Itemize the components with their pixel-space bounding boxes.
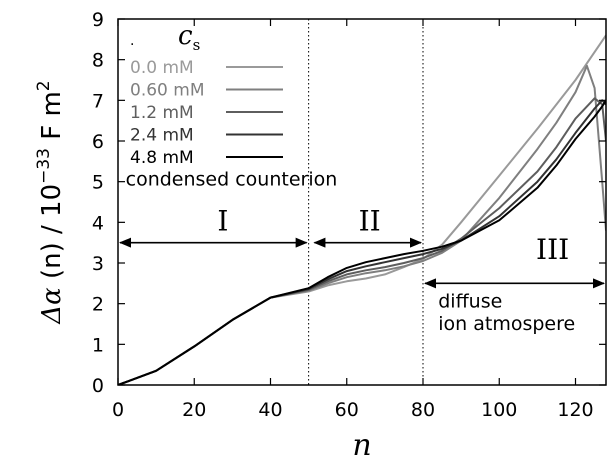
- x-axis-title: n: [352, 428, 371, 462]
- plot-frame: [117, 18, 607, 386]
- y-title-arg: (n) / 10: [37, 184, 67, 287]
- y-tick-label: 7: [92, 90, 104, 112]
- legend-title-sub: s: [193, 36, 201, 54]
- x-tick-label: 40: [258, 399, 282, 421]
- legend-label: 2.4 mM: [130, 126, 194, 146]
- annotation: condensed counterion: [126, 169, 338, 191]
- x-tick-label: 100: [481, 399, 517, 421]
- region-label: I: [217, 204, 228, 237]
- legend: . cs 0.0 mM 0.60 mM1.2 mM 2.4 mM4.8 mM: [130, 21, 283, 168]
- region-label: III: [536, 233, 569, 266]
- y-tick-label: 5: [92, 172, 104, 194]
- legend-title: cs: [178, 21, 200, 54]
- x-tick-label: 80: [411, 399, 435, 421]
- y-title-delta: Δ: [37, 305, 67, 325]
- series-lines: [118, 34, 606, 385]
- legend-label: 0.0 mM: [130, 58, 194, 78]
- y-tick-label: 6: [92, 131, 104, 153]
- y-tick-label: 8: [92, 50, 104, 72]
- legend-label: 4.8 mM: [130, 148, 194, 168]
- vertical-dividers: [308, 19, 424, 385]
- x-tick-label: 60: [335, 399, 359, 421]
- annotation: diffuse: [438, 291, 502, 313]
- y-title-alpha: α: [37, 287, 67, 305]
- legend-dot: .: [130, 33, 134, 49]
- x-tick-label: 0: [112, 399, 124, 421]
- legend-label: 1.2 mM: [130, 103, 194, 123]
- legend-items: 0.0 mM 0.60 mM1.2 mM 2.4 mM4.8 mM: [130, 58, 283, 168]
- y-axis-title: Δα (n) / 10−33 F m2: [34, 80, 67, 324]
- y-tick-label: 3: [92, 253, 104, 275]
- axis-ticks: 0 20 40 60 80 100 120 0 1 2 3 4 5 6 7 8 9: [92, 9, 606, 421]
- y-title-exponent: −33: [34, 148, 54, 184]
- legend-title-main: c: [178, 21, 193, 51]
- legend-label: 0.60 mM: [130, 81, 204, 101]
- y-tick-label: 9: [92, 9, 104, 31]
- x-tick-label: 120: [557, 399, 593, 421]
- y-tick-label: 4: [92, 212, 104, 234]
- series-line: [118, 99, 606, 385]
- x-tick-label: 20: [182, 399, 206, 421]
- region-label: II: [359, 204, 381, 237]
- annotation: ion atmospere: [438, 313, 575, 335]
- y-title-unit: F m: [37, 91, 67, 148]
- y-tick-label: 1: [92, 334, 104, 356]
- y-tick-label: 2: [92, 294, 104, 316]
- y-title-unit-exponent: 2: [34, 80, 54, 91]
- y-tick-label: 0: [92, 375, 104, 397]
